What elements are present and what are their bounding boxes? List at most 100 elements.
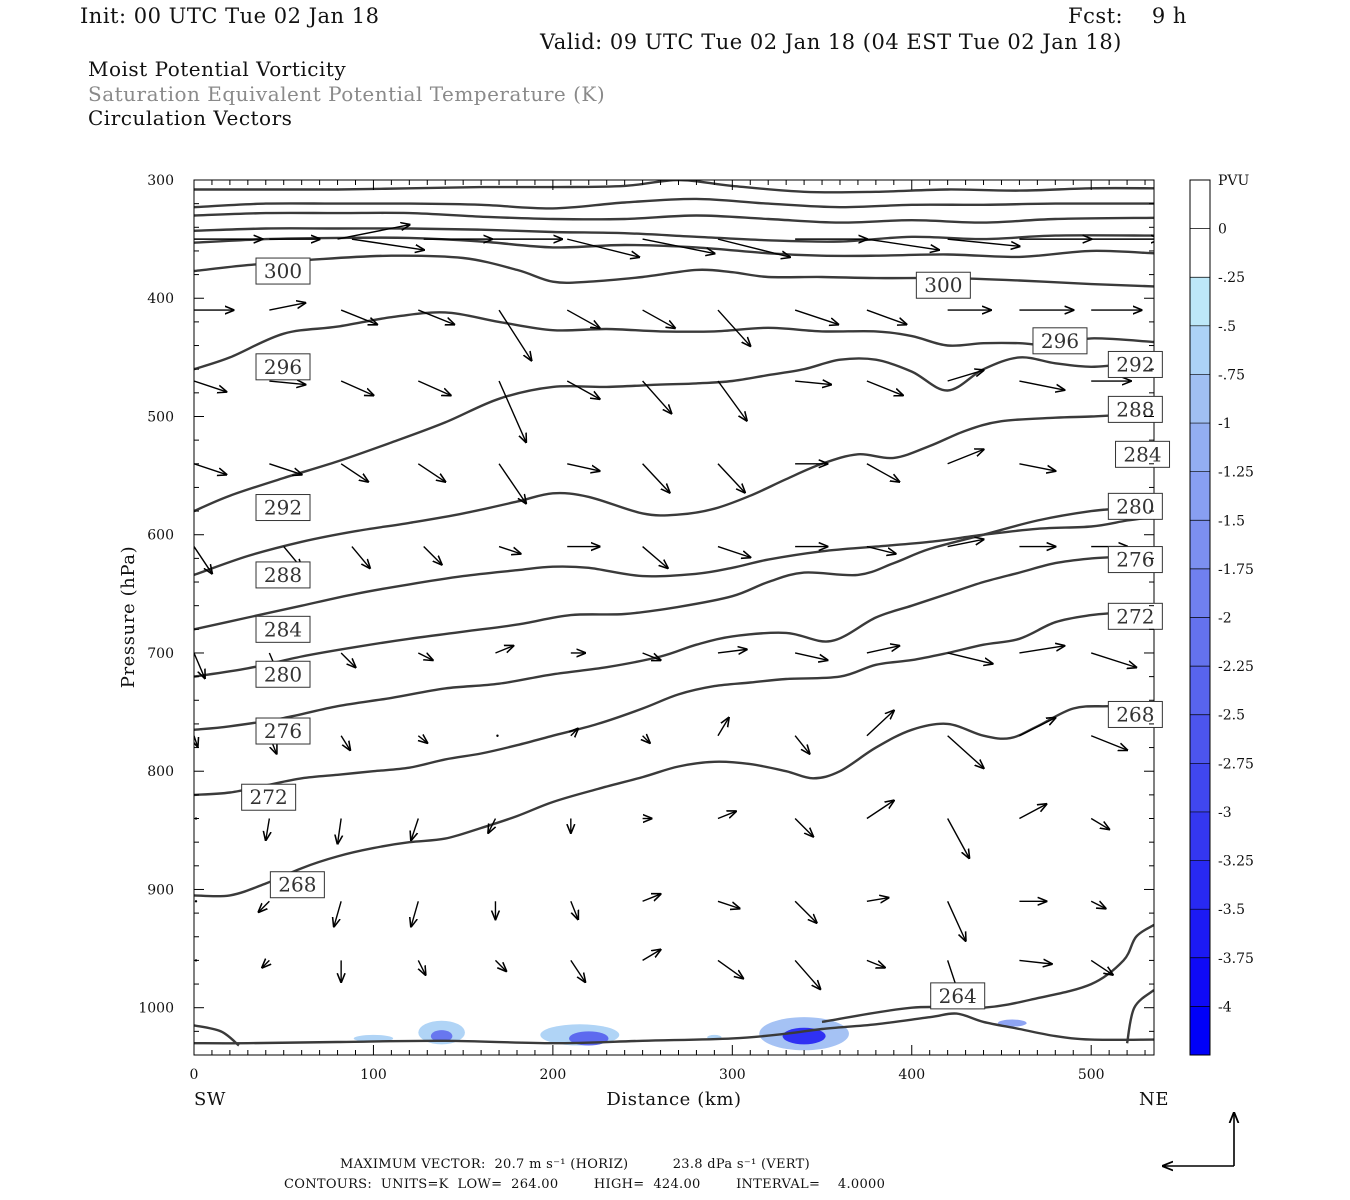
vector-88	[947, 735, 984, 768]
vector-111	[717, 900, 740, 908]
colorbar-label: -.75	[1218, 367, 1245, 383]
vector-72	[717, 649, 747, 653]
contour-label-6: 288	[255, 561, 311, 589]
x-tick-label: 300	[719, 1067, 746, 1083]
contour-label-9: 284	[1115, 440, 1171, 468]
vector-35	[795, 381, 831, 385]
vector-100	[866, 801, 894, 820]
contour-label-text: 292	[1116, 352, 1154, 376]
vector-109	[570, 901, 578, 919]
x-axis-title: Distance (km)	[606, 1089, 741, 1110]
vector-19	[566, 309, 599, 328]
vector-43	[417, 463, 445, 482]
colorbar-swatch	[1190, 180, 1210, 229]
vector-31	[498, 380, 526, 442]
vector-84	[643, 736, 650, 743]
vector-62	[947, 539, 984, 548]
colorbar-swatch	[1190, 860, 1210, 910]
vector-8	[717, 238, 790, 257]
vector-90	[1090, 735, 1127, 750]
y-tick-label: 600	[147, 528, 174, 544]
colorbar-label: 0	[1218, 222, 1227, 238]
vector-128	[1019, 960, 1051, 964]
pv-colorbar: PVU 0 -.25 -.5 -.75 -1 -1.25 -1.5 -1.75 -2 -2.25 -2…	[1189, 173, 1254, 1056]
colorbar-swatch	[1190, 957, 1210, 1007]
contour-label-text: 272	[1116, 604, 1154, 628]
contour-label-box	[1107, 700, 1163, 728]
vector-124	[717, 959, 743, 978]
vector-15	[269, 303, 305, 311]
colorbar-swatch	[1190, 714, 1210, 764]
vector-120	[418, 960, 425, 974]
contour-label-text: 300	[924, 273, 962, 297]
vector-103	[1090, 817, 1109, 830]
vector-116	[1090, 901, 1105, 908]
axes: 0 100 200 300 400 500 300 400 500 600 700 800 900 100…	[138, 173, 1154, 1083]
contour-label-text: 296	[264, 355, 302, 379]
vector-101	[947, 818, 970, 859]
contour-label-box	[1107, 395, 1163, 423]
x-tick-label: 100	[360, 1067, 387, 1083]
vector-2	[337, 225, 410, 240]
colorbar-label: -3.25	[1218, 854, 1254, 870]
contour-label-1: 300	[915, 271, 971, 299]
vector-112	[794, 900, 817, 923]
vector-51	[1019, 463, 1055, 471]
contour-264	[194, 1012, 1154, 1045]
vector-10	[866, 238, 939, 250]
vector-125	[794, 959, 820, 989]
vector-37	[947, 370, 984, 382]
contour-label-box	[241, 783, 297, 811]
colorbar-swatch	[1190, 325, 1210, 375]
vector-110	[642, 894, 661, 902]
vector-106	[334, 901, 342, 926]
contour-280	[194, 498, 1154, 678]
contour-label-box	[255, 615, 311, 643]
colorbar-swatch	[1190, 811, 1210, 861]
contour-label-box	[255, 561, 311, 589]
vector-6	[567, 238, 639, 257]
vector-28	[269, 381, 305, 385]
vector-49	[866, 463, 899, 482]
colorbar-label: -2.5	[1218, 708, 1245, 724]
colorbar-swatch	[1190, 471, 1210, 521]
contour-label-text: 296	[1041, 329, 1079, 353]
colorbar-swatch	[1190, 277, 1210, 326]
contour-label-5: 292	[1107, 350, 1163, 378]
contour-300	[194, 254, 1154, 288]
y-tick-label: 500	[147, 409, 174, 425]
valid-time: Valid: 09 UTC Tue 02 Jan 18 (04 EST Tue …	[540, 30, 1122, 54]
x-tick-label: 500	[1078, 1067, 1105, 1083]
y-tick-label: 1000	[138, 1001, 174, 1017]
vector-104	[194, 900, 198, 903]
contour-labels: 300 300 296 296 292 292 288 288 284 284 280 280 276 2…	[241, 257, 1171, 1010]
contour-label-text: 268	[278, 873, 316, 897]
vector-3	[351, 238, 424, 250]
colorbar-swatch	[1190, 374, 1210, 424]
contour-label-box	[1107, 602, 1163, 630]
circulation-vectors	[194, 225, 1154, 993]
colorbar-label: -1.25	[1218, 465, 1254, 481]
colorbar-label: -2.75	[1218, 756, 1254, 772]
colorbar-label: -2.25	[1218, 659, 1254, 675]
contour-label-box	[269, 871, 325, 899]
vector-21	[717, 309, 750, 346]
contour-label-text: 280	[264, 662, 302, 686]
colorbar-swatch	[1190, 423, 1210, 472]
theta-contours	[194, 180, 1154, 1047]
contour-label-17: 268	[1107, 700, 1163, 728]
contour-label-13: 276	[1107, 546, 1163, 574]
vector-85	[717, 718, 729, 737]
vector-67	[340, 652, 355, 667]
vector-83	[571, 729, 578, 736]
contour-label-text: 300	[264, 259, 302, 283]
contour-edge-left	[194, 1024, 240, 1047]
reference-vector-icon	[1163, 1113, 1234, 1166]
x-tick-label: 400	[898, 1067, 925, 1083]
plot-frame	[193, 179, 1155, 1056]
vector-27	[194, 380, 226, 392]
vector-34	[717, 380, 747, 421]
vector-56	[498, 545, 521, 554]
colorbar-label: -1.75	[1218, 562, 1254, 578]
